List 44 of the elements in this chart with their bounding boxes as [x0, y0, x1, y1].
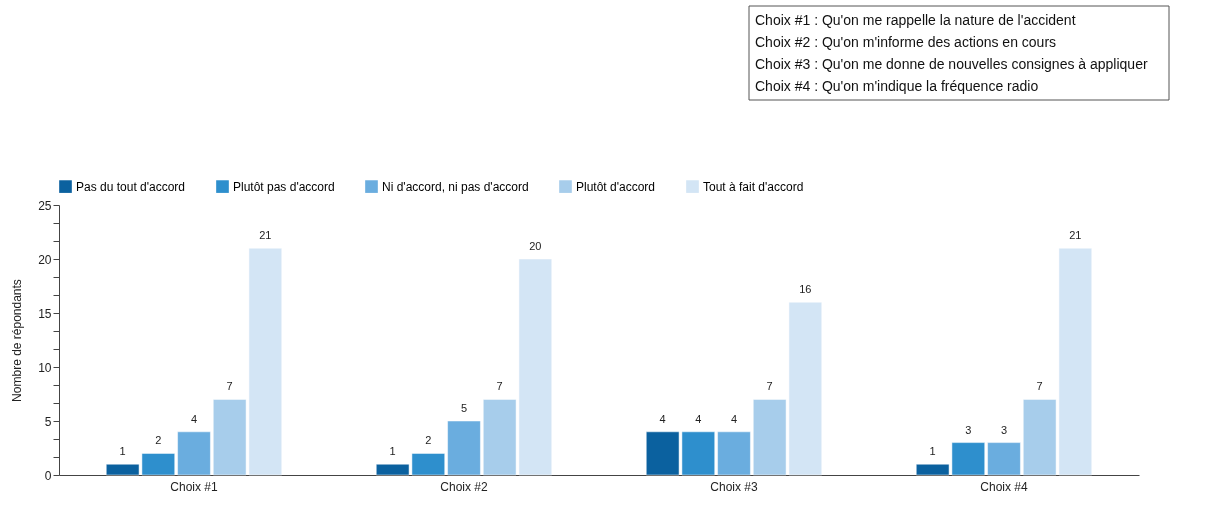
data-label: 4	[695, 412, 702, 425]
data-label: 1	[119, 445, 126, 458]
data-label: 7	[1036, 380, 1043, 393]
data-label: 2	[425, 434, 432, 447]
bar	[177, 431, 211, 476]
y-tick-label: 0	[44, 468, 52, 483]
legend-label: Pas du tout d'accord	[76, 179, 186, 194]
data-label: 5	[460, 402, 468, 414]
data-label: 4	[190, 412, 198, 425]
x-tick-label: Choix #1	[170, 479, 218, 494]
legend-label: Plutôt d'accord	[576, 179, 656, 194]
data-label: 20	[529, 240, 542, 252]
data-label: 7	[496, 380, 503, 393]
x-tick-label: Choix #3	[710, 479, 758, 494]
text: Choix #4 : Qu'on m'indique la fréquence radio	[755, 78, 1039, 94]
data-label: 1	[389, 445, 396, 458]
text: Choix #1 : Qu'on me rappelle la nature de l'accident	[755, 12, 1076, 28]
y-tick-label: 10	[38, 360, 52, 375]
data-label: 1	[929, 445, 936, 458]
y-tick-label: 25	[38, 198, 52, 213]
bar	[717, 431, 751, 476]
data-label: 3	[965, 423, 972, 436]
data-label: 16	[799, 283, 812, 296]
legend-label: Ni d'accord, ni pas d'accord	[382, 179, 529, 194]
data-label: 21	[259, 229, 272, 242]
text: Choix #2 : Qu'on m'informe des actions en cours	[755, 34, 1057, 50]
data-label: 2	[155, 434, 162, 447]
data-label: 4	[659, 412, 666, 425]
y-tick-label: 15	[38, 306, 52, 321]
x-tick-label: Choix #2	[440, 479, 488, 494]
legend-label: Tout à fait d'accord	[703, 179, 804, 194]
data-label: 3	[1000, 423, 1008, 436]
y-tick-label: 20	[38, 252, 52, 267]
legend-label: Plutôt pas d'accord	[233, 179, 335, 194]
data-label: 21	[1069, 229, 1082, 242]
bar	[447, 420, 481, 476]
data-label: 4	[730, 412, 738, 425]
data-label: 7	[226, 380, 233, 393]
data-label: 7	[766, 380, 773, 393]
text: Choix #3 : Qu'on me donne de nouvelles consignes à appliquer	[755, 56, 1148, 72]
y-axis-title: Nombre de répondants	[10, 279, 25, 402]
y-tick-label: 5	[44, 414, 52, 429]
bar	[987, 442, 1021, 476]
x-tick-label: Choix #4	[980, 479, 1028, 494]
